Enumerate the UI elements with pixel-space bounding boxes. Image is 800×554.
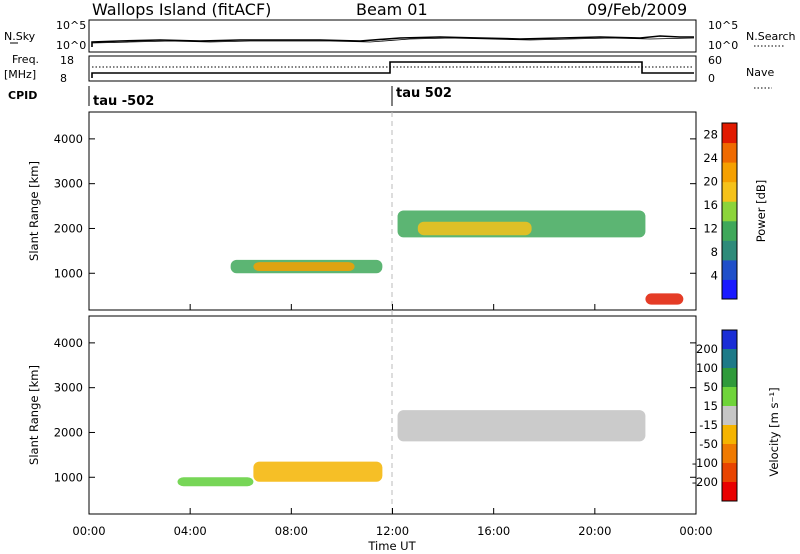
- noise-right-tick-top: 10^5: [708, 19, 738, 32]
- power-ylabel: Slant Range [km]: [27, 161, 41, 261]
- nave-label: Nave: [746, 66, 774, 79]
- power-region-2: [253, 262, 355, 272]
- power-colorbar-tick: 24: [703, 151, 718, 165]
- cpid-label: CPID: [8, 89, 37, 102]
- velocity-panel: 1000 2000 3000 4000 Slant Range [km]: [27, 315, 697, 515]
- velocity-colorbar: 200 100 50 15 -15 -50 -100 -200: [692, 329, 738, 502]
- power-colorbar-tick: 28: [703, 128, 718, 142]
- time-axis: 00:00 04:00 08:00 12:00 16:00 20:00 00:00: [72, 304, 713, 538]
- power-ytick-label: 1000: [54, 266, 83, 280]
- power-colorbar: 4 8 12 16 20 24 28: [703, 122, 738, 300]
- power-colorbar-frame: [721, 122, 738, 300]
- velocity-colorbar-tick: 15: [703, 399, 718, 413]
- noise-left-tick-top: 10^5: [56, 19, 86, 32]
- cpid-segment-2: tau 502: [396, 86, 452, 101]
- velocity-colorbar-segment: [722, 482, 737, 502]
- power-ytick-label: 2000: [54, 221, 83, 235]
- velocity-ytick-label: 3000: [54, 381, 83, 395]
- power-ytick-label: 3000: [54, 177, 83, 191]
- velocity-colorbar-tick: -15: [699, 418, 718, 432]
- date-title: 09/Feb/2009: [587, 0, 687, 19]
- velocity-ylabel: Slant Range [km]: [27, 365, 41, 465]
- noise-panel: N.Sky 10^5 10^0 10^5 10^0 N.Search: [4, 19, 796, 53]
- power-y-ticks: 1000 2000 3000 4000: [54, 132, 696, 280]
- power-colorbar-segment: [722, 240, 737, 261]
- velocity-colorbar-segment: [722, 387, 737, 407]
- velocity-colorbar-segment: [722, 330, 737, 350]
- power-colorbar-label: Power [dB]: [754, 180, 768, 243]
- velocity-colorbar-tick: -50: [699, 437, 718, 451]
- noise-left-tick-bottom: 10^0: [56, 39, 86, 52]
- velocity-region-2: [177, 477, 254, 487]
- power-colorbar-tick: 4: [711, 269, 718, 283]
- power-ytick-label: 4000: [54, 132, 83, 146]
- time-tick-label: 00:00: [679, 524, 712, 538]
- velocity-ytick-label: 1000: [54, 470, 83, 484]
- velocity-colorbar-segment: [722, 349, 737, 369]
- velocity-colorbar-tick: 200: [696, 342, 718, 356]
- power-colorbar-tick: 16: [703, 198, 718, 212]
- time-xlabel: Time UT: [367, 539, 416, 553]
- power-colorbar-tick: 12: [703, 222, 718, 236]
- freq-label: Freq.: [12, 53, 39, 66]
- power-region-4: [417, 221, 532, 236]
- power-colorbar-segment: [722, 201, 737, 222]
- power-colorbar-tick: 8: [711, 245, 718, 259]
- time-tick-label: 08:00: [275, 524, 308, 538]
- velocity-colorbar-segment: [722, 406, 737, 426]
- power-colorbar-tick: 20: [703, 175, 718, 189]
- velocity-colorbar-segment: [722, 444, 737, 464]
- power-colorbar-segment: [722, 181, 737, 202]
- velocity-region-1: [253, 461, 383, 482]
- velocity-colorbar-frame: [721, 329, 738, 502]
- beam-title: Beam 01: [356, 0, 428, 19]
- time-tick-label: 20:00: [578, 524, 611, 538]
- noise-search-label: N.Search: [746, 30, 796, 43]
- velocity-ytick-label: 4000: [54, 336, 83, 350]
- power-panel: 1000 2000 3000 4000 Slant Range [km]: [27, 111, 697, 311]
- power-colorbar-segment: [722, 123, 737, 144]
- noise-search-line: [91, 37, 695, 44]
- freq-tick-top: 18: [60, 54, 74, 67]
- noise-sky-label: N.Sky: [4, 30, 36, 43]
- time-tick-label: 04:00: [174, 524, 207, 538]
- time-tick-label: 16:00: [477, 524, 510, 538]
- velocity-regions: [177, 410, 646, 487]
- freq-panel: Freq. [MHz] 18 8 60 0 Nave: [4, 53, 774, 89]
- freq-unit: [MHz]: [4, 68, 36, 81]
- power-colorbar-segment: [722, 162, 737, 183]
- power-colorbar-segment: [722, 220, 737, 241]
- velocity-region-3: [397, 410, 646, 442]
- freq-tick-bottom: 8: [60, 72, 67, 85]
- time-tick-label: 12:00: [376, 524, 409, 538]
- nave-tick-top: 60: [708, 54, 722, 67]
- power-colorbar-segment: [722, 279, 737, 300]
- velocity-ytick-label: 2000: [54, 425, 83, 439]
- time-tick-label: 00:00: [72, 524, 105, 538]
- cpid-row: CPID tau -502 tau 502: [8, 86, 452, 109]
- velocity-colorbar-tick: -200: [692, 475, 718, 489]
- power-region-5: [645, 293, 684, 305]
- velocity-colorbar-tick: 50: [703, 380, 718, 394]
- velocity-colorbar-segment: [722, 368, 737, 388]
- power-regions: [230, 210, 684, 305]
- velocity-y-ticks: 1000 2000 3000 4000: [54, 336, 696, 484]
- power-colorbar-segment: [722, 259, 737, 280]
- velocity-colorbar-tick: -100: [692, 456, 718, 470]
- noise-sky-line: [91, 35, 694, 47]
- noise-right-tick-bottom: 10^0: [708, 39, 738, 52]
- velocity-colorbar-segment: [722, 463, 737, 483]
- velocity-colorbar-segment: [722, 425, 737, 445]
- station-title: Wallops Island (fitACF): [92, 0, 271, 19]
- nave-tick-bottom: 0: [708, 72, 715, 85]
- velocity-colorbar-tick: 100: [696, 361, 718, 375]
- velocity-colorbar-label: Velocity [m s⁻¹]: [767, 387, 781, 476]
- freq-line: [91, 61, 694, 78]
- cpid-segment-1: tau -502: [93, 94, 154, 109]
- power-colorbar-segment: [722, 142, 737, 163]
